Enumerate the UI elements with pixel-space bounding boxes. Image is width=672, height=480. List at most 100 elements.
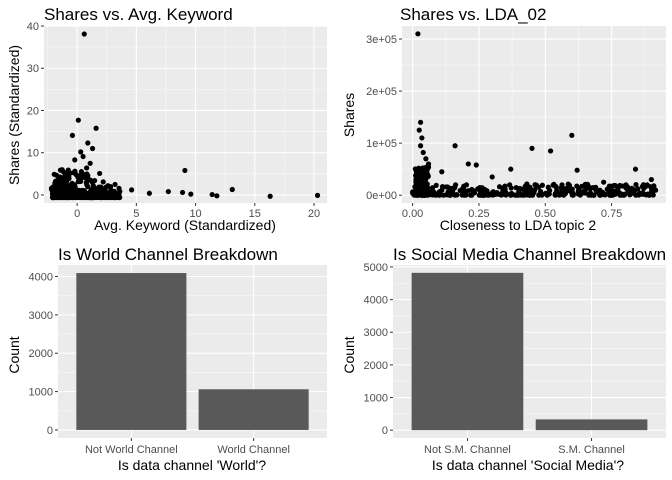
data-point [606, 190, 612, 197]
data-point [529, 145, 535, 151]
data-point [97, 170, 103, 177]
data-point [57, 188, 63, 194]
panel-title: Is Social Media Channel Breakdown [393, 245, 666, 264]
data-point [640, 191, 647, 197]
data-point [417, 174, 424, 180]
data-point [417, 119, 424, 125]
y-tick-label: 0 [33, 190, 39, 202]
data-point [59, 167, 65, 173]
data-point [574, 167, 580, 173]
data-point [461, 187, 467, 193]
data-point [623, 185, 629, 191]
data-point [57, 174, 63, 180]
data-point [414, 178, 420, 184]
y-tick-label: 1e+05 [366, 138, 397, 150]
plot-area: 0 1000 2000 3000 4000 Not World Channel World … [29, 265, 327, 456]
data-point [93, 125, 99, 131]
data-point [612, 191, 618, 197]
data-point [422, 180, 428, 186]
data-point [78, 169, 85, 175]
x-tick-label: 0.00 [402, 208, 423, 220]
data-point [80, 153, 86, 160]
data-point [79, 172, 85, 179]
data-point [550, 182, 556, 188]
data-point [527, 191, 534, 198]
data-point [419, 135, 425, 141]
data-point [546, 191, 552, 197]
data-point [502, 183, 508, 189]
y-tick-label: 0e+00 [366, 190, 397, 202]
data-point [84, 171, 90, 177]
data-point [489, 174, 495, 180]
data-point [552, 191, 558, 197]
data-point [69, 193, 76, 199]
data-point [314, 192, 321, 198]
x-tick-label: 0.50 [535, 208, 556, 220]
x-axis-title: Closeness to LDA topic 2 [440, 217, 597, 233]
panel-title: Shares vs. LDA_02 [400, 5, 546, 24]
data-point [146, 190, 152, 196]
data-point [465, 161, 471, 167]
x-tick-label: 5 [133, 208, 139, 220]
data-point [209, 191, 215, 198]
y-axis-title: Shares (Standardized) [6, 45, 22, 185]
data-point [496, 184, 503, 190]
data-point [102, 187, 108, 193]
y-tick-label: 40 [27, 21, 39, 33]
data-point [81, 31, 87, 37]
data-point [594, 188, 600, 195]
data-point [507, 182, 513, 188]
data-point [513, 185, 519, 191]
y-tick-label: 20 [27, 105, 39, 117]
data-point [498, 192, 504, 198]
data-point [415, 187, 421, 193]
data-point [416, 127, 422, 133]
data-point [67, 187, 74, 194]
data-point [78, 178, 84, 184]
data-point [616, 183, 623, 189]
data-point [621, 192, 627, 198]
data-point [433, 192, 439, 198]
y-tick-label: 3000 [364, 327, 388, 339]
x-tick-label: 10 [189, 208, 201, 220]
data-point [57, 178, 63, 184]
data-point [77, 194, 83, 200]
data-point [459, 192, 465, 198]
data-point [90, 194, 96, 201]
y-tick-label: 2000 [364, 360, 388, 372]
data-point [419, 192, 425, 198]
data-point [83, 179, 89, 186]
data-point [48, 186, 55, 192]
data-point [569, 132, 575, 138]
data-point [547, 148, 554, 154]
data-point [67, 170, 73, 176]
data-point [648, 176, 655, 183]
data-point [165, 188, 171, 195]
data-point [63, 183, 69, 189]
data-point [116, 192, 122, 198]
x-tick-label: World Channel [217, 444, 290, 456]
x-tick-label: 0.25 [468, 208, 489, 220]
data-point [72, 157, 78, 163]
data-point [433, 182, 439, 188]
panel-background [44, 26, 327, 203]
data-point [423, 156, 429, 162]
data-point [112, 181, 118, 188]
bar [76, 273, 187, 430]
data-point [611, 183, 617, 189]
data-point [559, 182, 565, 188]
data-point [425, 173, 431, 179]
x-tick-label: 15 [249, 208, 261, 220]
data-point [539, 192, 545, 198]
data-point [84, 165, 90, 171]
data-point [631, 188, 638, 194]
data-point [267, 193, 273, 199]
data-point [582, 183, 588, 189]
data-point [601, 179, 607, 185]
data-point [574, 183, 580, 189]
data-point [73, 171, 79, 177]
plot-area: 0 1000 2000 3000 4000 5000 Not S.M. Channel S.M… [364, 262, 666, 456]
x-tick-label: 0.75 [601, 208, 622, 220]
y-tick-label: 4000 [29, 272, 53, 284]
x-tick-label: Not S.M. Channel [424, 444, 511, 456]
